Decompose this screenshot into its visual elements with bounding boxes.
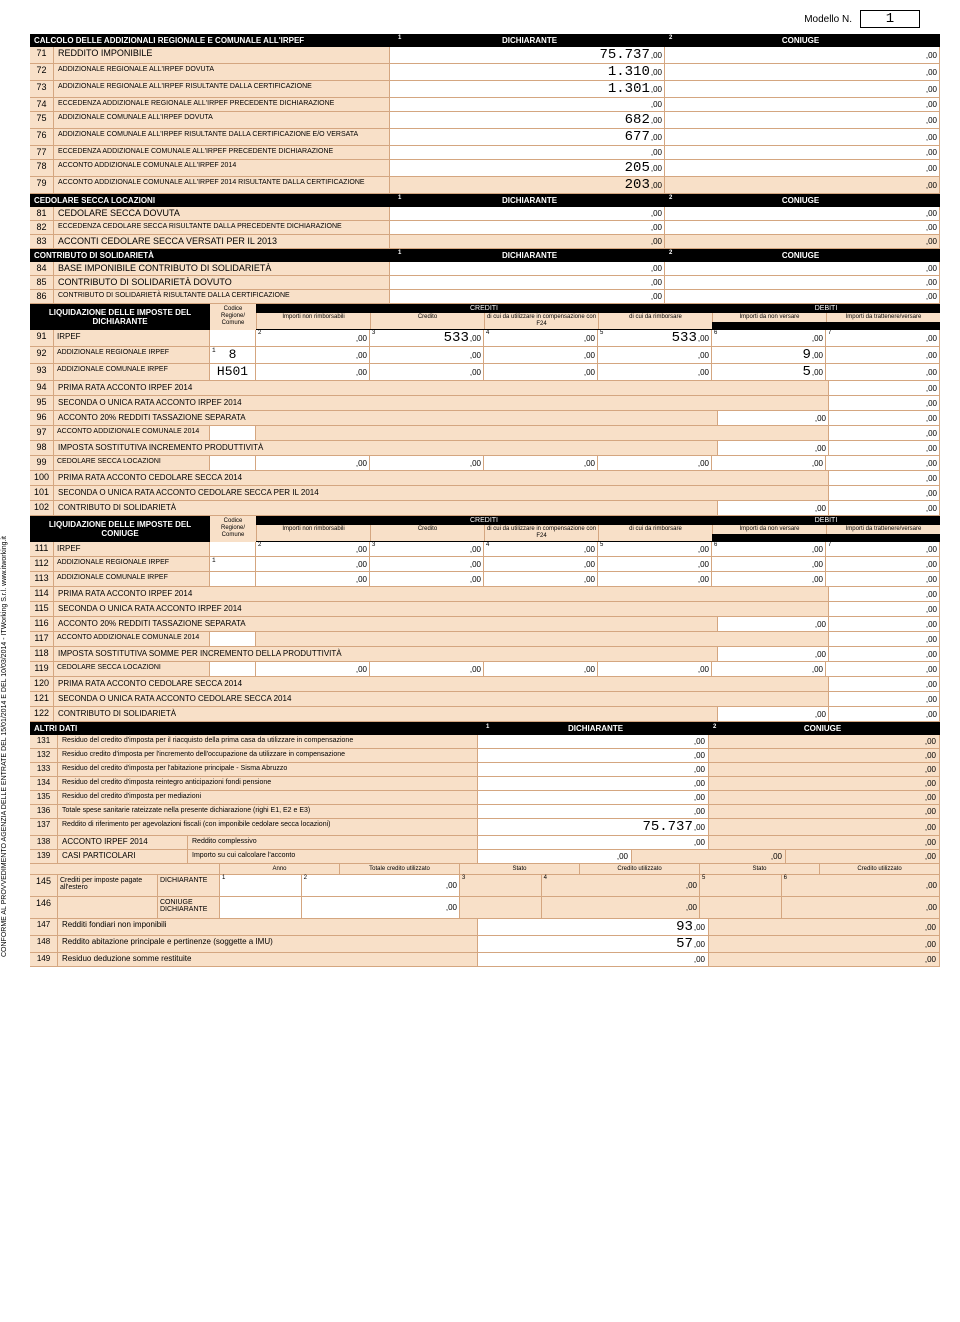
liq-row-98: 98IMPOSTA SOSTITUTIVA INCREMENTO PRODUTT… [30, 441, 940, 456]
altri-row-132: 132Residuo credito d'imposta per l'incre… [30, 749, 940, 763]
altri-header: ALTRI DATI1DICHIARANTE2CONIUGE [30, 722, 940, 735]
liq-row-116: 116ACCONTO 20% REDDITI TASSAZIONE SEPARA… [30, 617, 940, 632]
form-row-73: 73ADDIZIONALE REGIONALE ALL'IRPEF RISULT… [30, 81, 940, 98]
liq-row-121: 121SECONDA O UNICA RATA ACCONTO CEDOLARE… [30, 692, 940, 707]
form-row-82: 82ECCEDENZA CEDOLARE SECCA RISULTANTE DA… [30, 221, 940, 235]
conformity-text: CONFORME AL PROVVEDIMENTO AGENZIA DELLE … [1, 536, 8, 957]
form-row-71: 71REDDITO IMPONIBILE75.737,00,00 [30, 47, 940, 64]
form-row-83: 83ACCONTI CEDOLARE SECCA VERSATI PER IL … [30, 235, 940, 249]
liq-row-93: 93ADDIZIONALE COMUNALE IRPEFH501,00,00,0… [30, 364, 940, 381]
liq-header: LIQUIDAZIONE DELLE IMPOSTE DEL DICHIARAN… [30, 304, 940, 330]
form-row-74: 74ECCEDENZA ADDIZIONALE REGIONALE ALL'IR… [30, 98, 940, 112]
liq-row-99: 99CEDOLARE SECCA LOCAZIONI,00,00,00,00,0… [30, 456, 940, 471]
liq-row-120: 120PRIMA RATA ACCONTO CEDOLARE SECCA 201… [30, 677, 940, 692]
crediti-row-146: 146CONIUGE DICHIARANTE,00,00,00 [30, 897, 940, 919]
form-row-76: 76ADDIZIONALE COMUNALE ALL'IRPEF RISULTA… [30, 129, 940, 146]
altri-row-135: 135Residuo del credito d'imposta per med… [30, 791, 940, 805]
altri-row-133: 133Residuo del credito d'imposta per l'a… [30, 763, 940, 777]
liq-row-112: 112ADDIZIONALE REGIONALE IRPEF1,00,00,00… [30, 557, 940, 572]
liq-row-113: 113ADDIZIONALE COMUNALE IRPEF,00,00,00,0… [30, 572, 940, 587]
liq-row-92: 92ADDIZIONALE REGIONALE IRPEF18,00,00,00… [30, 347, 940, 364]
liq-row-102: 102CONTRIBUTO DI SOLIDARIETÀ,00,00 [30, 501, 940, 516]
liq-row-117: 117ACCONTO ADDIZIONALE COMUNALE 2014,00 [30, 632, 940, 647]
liq-row-100: 100PRIMA RATA ACCONTO CEDOLARE SECCA 201… [30, 471, 940, 486]
form-row-85: 85CONTRIBUTO DI SOLIDARIETÀ DOVUTO,00,00 [30, 276, 940, 290]
section-header: CEDOLARE SECCA LOCAZIONI1DICHIARANTE2CON… [30, 194, 940, 207]
liq-row-95: 95SECONDA O UNICA RATA ACCONTO IRPEF 201… [30, 396, 940, 411]
form-row-72: 72ADDIZIONALE REGIONALE ALL'IRPEF DOVUTA… [30, 64, 940, 81]
altri-row-138: 138ACCONTO IRPEF 2014Reddito complessivo… [30, 836, 940, 850]
liq-row-115: 115SECONDA O UNICA RATA ACCONTO IRPEF 20… [30, 602, 940, 617]
form-row-77: 77ECCEDENZA ADDIZIONALE COMUNALE ALL'IRP… [30, 146, 940, 160]
form-row-79: 79ACCONTO ADDIZIONALE COMUNALE ALL'IRPEF… [30, 177, 940, 194]
altri-row-137: 137Reddito di riferimento per agevolazio… [30, 819, 940, 836]
altri-row-139: 139CASI PARTICOLARIImporto su cui calcol… [30, 850, 940, 864]
form-row-86: 86CONTRIBUTO DI SOLIDARIETÀ RISULTANTE D… [30, 290, 940, 304]
section-header: CONTRIBUTO DI SOLIDARIETÀ1DICHIARANTE2CO… [30, 249, 940, 262]
altri-row-134: 134Residuo del credito d'imposta reinteg… [30, 777, 940, 791]
altri-row-136: 136Totale spese sanitarie rateizzate nel… [30, 805, 940, 819]
bottom-row-149: 149Residuo deduzione somme restituite,00… [30, 953, 940, 967]
liq-row-119: 119CEDOLARE SECCA LOCAZIONI,00,00,00,00,… [30, 662, 940, 677]
liq-row-101: 101SECONDA O UNICA RATA ACCONTO CEDOLARE… [30, 486, 940, 501]
liq-row-111: 111IRPEF2,003,004,005,006,007,00 [30, 542, 940, 557]
modello-header: Modello N.1 [30, 10, 940, 28]
form-row-81: 81CEDOLARE SECCA DOVUTA,00,00 [30, 207, 940, 221]
bottom-row-148: 148Reddito abitazione principale e perti… [30, 936, 940, 953]
form-row-84: 84BASE IMPONIBILE CONTRIBUTO DI SOLIDARI… [30, 262, 940, 276]
liq-row-96: 96ACCONTO 20% REDDITI TASSAZIONE SEPARAT… [30, 411, 940, 426]
liq-header: LIQUIDAZIONE DELLE IMPOSTE DEL CONIUGECo… [30, 516, 940, 542]
liq-row-118: 118IMPOSTA SOSTITUTIVA SOMME PER INCREME… [30, 647, 940, 662]
liq-row-91: 91IRPEF2,003533,004,005533,006,007,00 [30, 330, 940, 347]
liq-row-97: 97ACCONTO ADDIZIONALE COMUNALE 2014,00 [30, 426, 940, 441]
form-row-75: 75ADDIZIONALE COMUNALE ALL'IRPEF DOVUTA6… [30, 112, 940, 129]
form-row-78: 78ACCONTO ADDIZIONALE COMUNALE ALL'IRPEF… [30, 160, 940, 177]
liq-row-122: 122CONTRIBUTO DI SOLIDARIETÀ,00,00 [30, 707, 940, 722]
bottom-row-147: 147Redditi fondiari non imponibili93,00,… [30, 919, 940, 936]
crediti-row-145: 145Crediti per imposte pagate all'estero… [30, 875, 940, 897]
liq-row-114: 114PRIMA RATA ACCONTO IRPEF 2014,00 [30, 587, 940, 602]
crediti-header: AnnoTotale credito utilizzatoStatoCredit… [30, 864, 940, 875]
altri-row-131: 131Residuo del credito d'imposta per il … [30, 735, 940, 749]
liq-row-94: 94PRIMA RATA ACCONTO IRPEF 2014,00 [30, 381, 940, 396]
section-header: CALCOLO DELLE ADDIZIONALI REGIONALE E CO… [30, 34, 940, 47]
